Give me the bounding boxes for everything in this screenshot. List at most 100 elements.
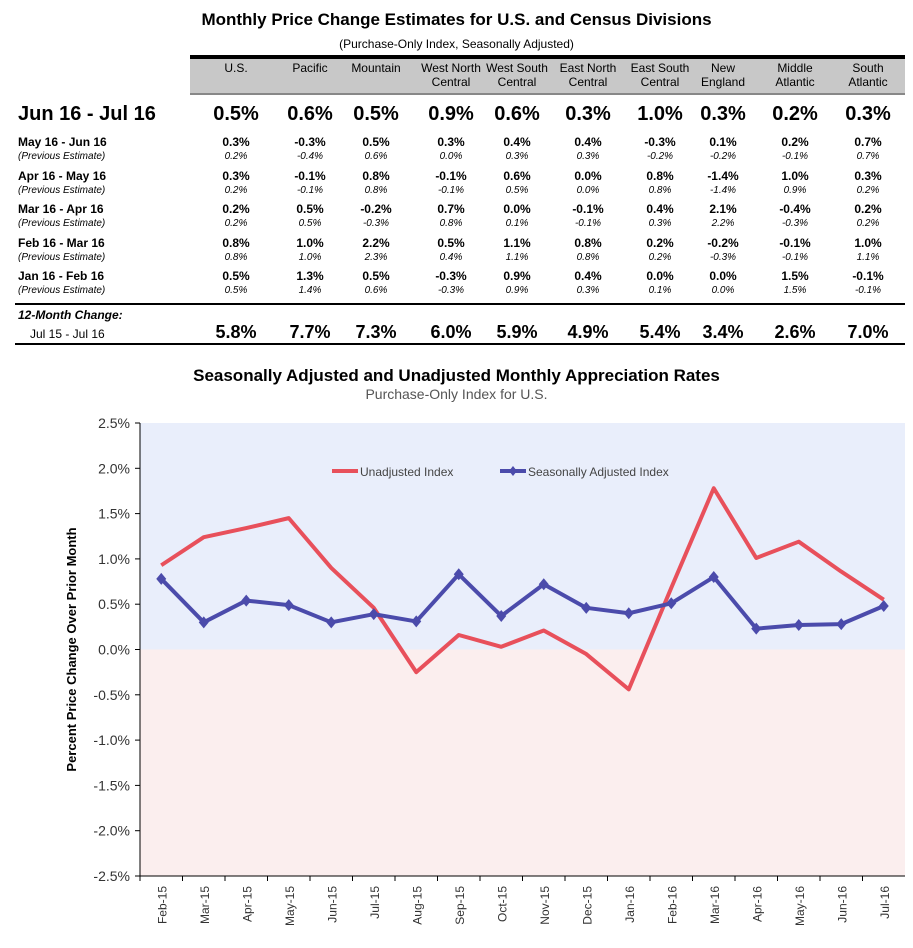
row-value: 1.0% xyxy=(854,235,882,250)
x-tick-label: Jul-16 xyxy=(878,886,892,919)
previous-value: 0.2% xyxy=(224,218,248,229)
previous-value: 0.5% xyxy=(298,218,322,229)
column-header-line2: Central xyxy=(568,75,608,89)
data-point xyxy=(878,600,889,613)
row-value: -0.1% xyxy=(572,202,604,216)
previous-value: 0.3% xyxy=(505,151,529,162)
twelve-month-value: 7.7% xyxy=(289,322,331,342)
data-point xyxy=(836,618,847,631)
x-tick-label: Sep-15 xyxy=(453,886,467,925)
row-value: 0.9% xyxy=(503,269,531,283)
y-tick-label: 1.0% xyxy=(98,551,130,567)
row-value: 0.3% xyxy=(854,168,882,183)
row-value: 0.4% xyxy=(574,269,602,283)
row-value: 0.4% xyxy=(574,135,602,149)
data-point xyxy=(198,616,209,629)
row-value: -0.1% xyxy=(294,168,326,183)
current-value: 0.3% xyxy=(565,103,611,125)
row-label: Mar 16 - Apr 16 xyxy=(18,202,104,216)
previous-value: 0.2% xyxy=(648,251,672,263)
twelve-month-label: 12-Month Change: xyxy=(18,308,123,322)
row-value: 0.8% xyxy=(646,168,674,183)
previous-value: -0.1% xyxy=(854,285,882,296)
x-tick-label: Mar-16 xyxy=(708,886,722,924)
series-line-0 xyxy=(160,486,885,692)
previous-value: 2.3% xyxy=(364,251,388,263)
column-header-line2: England xyxy=(700,75,746,89)
table-header xyxy=(190,55,905,95)
chart-subtitle: Purchase-Only Index for U.S. xyxy=(365,386,548,402)
plot-bg-negative xyxy=(140,649,905,876)
x-tick-label: Jun-16 xyxy=(835,886,849,923)
x-tick-label: Jun-15 xyxy=(325,886,339,923)
previous-value: -0.2% xyxy=(709,151,737,162)
x-tick-label: Apr-15 xyxy=(240,886,254,922)
row-value: 0.0% xyxy=(709,269,737,283)
row-value: 0.8% xyxy=(362,168,390,183)
previous-value: 1.4% xyxy=(298,285,322,296)
x-tick-label: May-16 xyxy=(793,886,807,926)
twelve-month-value: 3.4% xyxy=(702,322,744,342)
x-tick-label: Aug-15 xyxy=(410,886,424,925)
twelve-month-value: 5.4% xyxy=(639,322,681,342)
previous-value: 0.2% xyxy=(224,184,248,196)
previous-value: 0.6% xyxy=(364,285,388,296)
chart-title: Seasonally Adjusted and Unadjusted Month… xyxy=(193,366,720,385)
previous-value: -0.3% xyxy=(709,251,737,263)
divider xyxy=(15,303,905,305)
previous-value: 0.1% xyxy=(648,285,672,296)
previous-value: 1.5% xyxy=(783,285,807,296)
previous-value: -0.1% xyxy=(781,151,809,162)
column-header-line2: Central xyxy=(640,75,680,89)
column-header-line2: Central xyxy=(431,75,471,89)
y-tick-label: -1.0% xyxy=(93,732,130,748)
previous-value: -0.3% xyxy=(781,218,809,229)
twelve-month-value: 5.8% xyxy=(215,322,257,342)
data-point xyxy=(666,597,677,610)
column-header-line1: Pacific xyxy=(292,61,328,75)
row-label: Jan 16 - Feb 16 xyxy=(18,269,105,283)
legend-label: Unadjusted Index xyxy=(360,465,453,479)
row-value: 2.1% xyxy=(709,202,737,216)
series-line-1 xyxy=(159,572,885,631)
row-value: 0.5% xyxy=(362,135,390,149)
previous-value: 0.7% xyxy=(856,151,880,162)
row-value: 0.3% xyxy=(222,135,250,149)
twelve-month-value: 2.6% xyxy=(774,322,816,342)
previous-value: -0.3% xyxy=(362,218,390,229)
data-point xyxy=(708,571,719,584)
row-value: 0.2% xyxy=(781,135,809,149)
current-value: 0.5% xyxy=(213,103,259,125)
y-tick-label: 1.5% xyxy=(98,506,130,522)
y-tick-label: 0.5% xyxy=(98,596,130,612)
table-subtitle: (Purchase-Only Index, Seasonally Adjuste… xyxy=(339,37,574,51)
twelve-month-value: 4.9% xyxy=(567,322,609,342)
plot-bg-positive xyxy=(140,423,905,650)
data-point xyxy=(751,622,762,635)
table-title: Monthly Price Change Estimates for U.S. … xyxy=(201,10,712,29)
data-point xyxy=(538,578,549,591)
data-point xyxy=(496,609,507,622)
row-value: -0.3% xyxy=(435,269,467,283)
previous-estimate-label: (Previous Estimate) xyxy=(18,184,106,196)
row-value: 0.5% xyxy=(222,269,250,283)
row-value: 0.3% xyxy=(222,168,250,183)
column-header-line1: New xyxy=(710,61,735,75)
column-header-line2: Central xyxy=(497,75,537,89)
previous-value: -0.3% xyxy=(437,285,465,296)
row-value: 1.5% xyxy=(781,269,809,283)
y-tick-label: -1.5% xyxy=(93,777,130,793)
y-tick-label: -2.0% xyxy=(93,823,130,839)
previous-value: 0.0% xyxy=(711,285,735,296)
current-value: 0.3% xyxy=(845,103,891,125)
column-header-line1: South xyxy=(852,61,884,75)
row-value: -0.2% xyxy=(360,202,392,216)
current-value: 1.0% xyxy=(637,103,683,125)
current-value: 0.6% xyxy=(494,103,540,125)
row-value: 0.0% xyxy=(646,269,674,283)
y-tick-label: 2.5% xyxy=(98,415,130,431)
row-value: 1.0% xyxy=(296,235,324,250)
row-label: May 16 - Jun 16 xyxy=(18,135,107,149)
previous-value: 0.0% xyxy=(576,184,600,196)
previous-value: 0.3% xyxy=(648,218,672,229)
